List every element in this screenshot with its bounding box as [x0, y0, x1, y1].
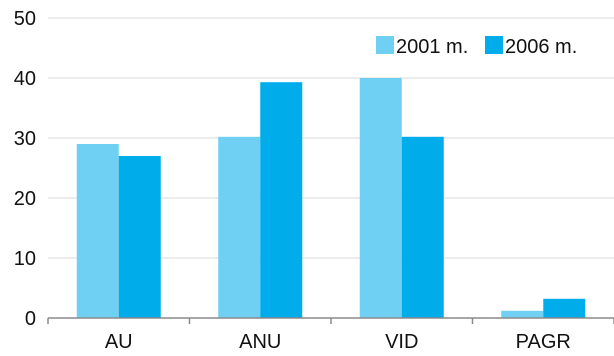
x-tick-label: PAGR: [516, 331, 571, 353]
bar-vid-series-1: [359, 78, 402, 318]
bar-au-series-1: [76, 144, 119, 318]
bar-pagr-series-1: [501, 310, 544, 318]
legend-swatch-series-1: [376, 36, 394, 54]
y-tick-label: 20: [14, 188, 36, 210]
x-tick-label: VID: [385, 331, 418, 353]
y-tick-label: 0: [25, 308, 36, 330]
legend-swatch-series-2: [485, 36, 503, 54]
bar-anu-series-1: [218, 136, 261, 318]
bar-au-series-2: [118, 156, 161, 318]
bar-pagr-series-2: [543, 298, 586, 318]
y-tick-label: 50: [14, 8, 36, 30]
legend: 2001 m. 2006 m.: [376, 36, 577, 58]
y-tick-label: 10: [14, 248, 36, 270]
legend-label-series-1: 2001 m.: [396, 36, 468, 58]
bars: [76, 78, 586, 318]
x-tick-label: ANU: [239, 331, 281, 353]
y-tick-label: 40: [14, 68, 36, 90]
bar-vid-series-2: [401, 136, 444, 318]
legend-label-series-2: 2006 m.: [505, 36, 577, 58]
y-tick-label: 30: [14, 128, 36, 150]
x-tick-label: AU: [105, 331, 133, 353]
bar-anu-series-2: [260, 82, 303, 318]
x-axis-ticks: AU ANU VID PAGR: [47, 318, 614, 353]
y-axis-ticks: 0 10 20 30 40 50: [14, 8, 36, 330]
